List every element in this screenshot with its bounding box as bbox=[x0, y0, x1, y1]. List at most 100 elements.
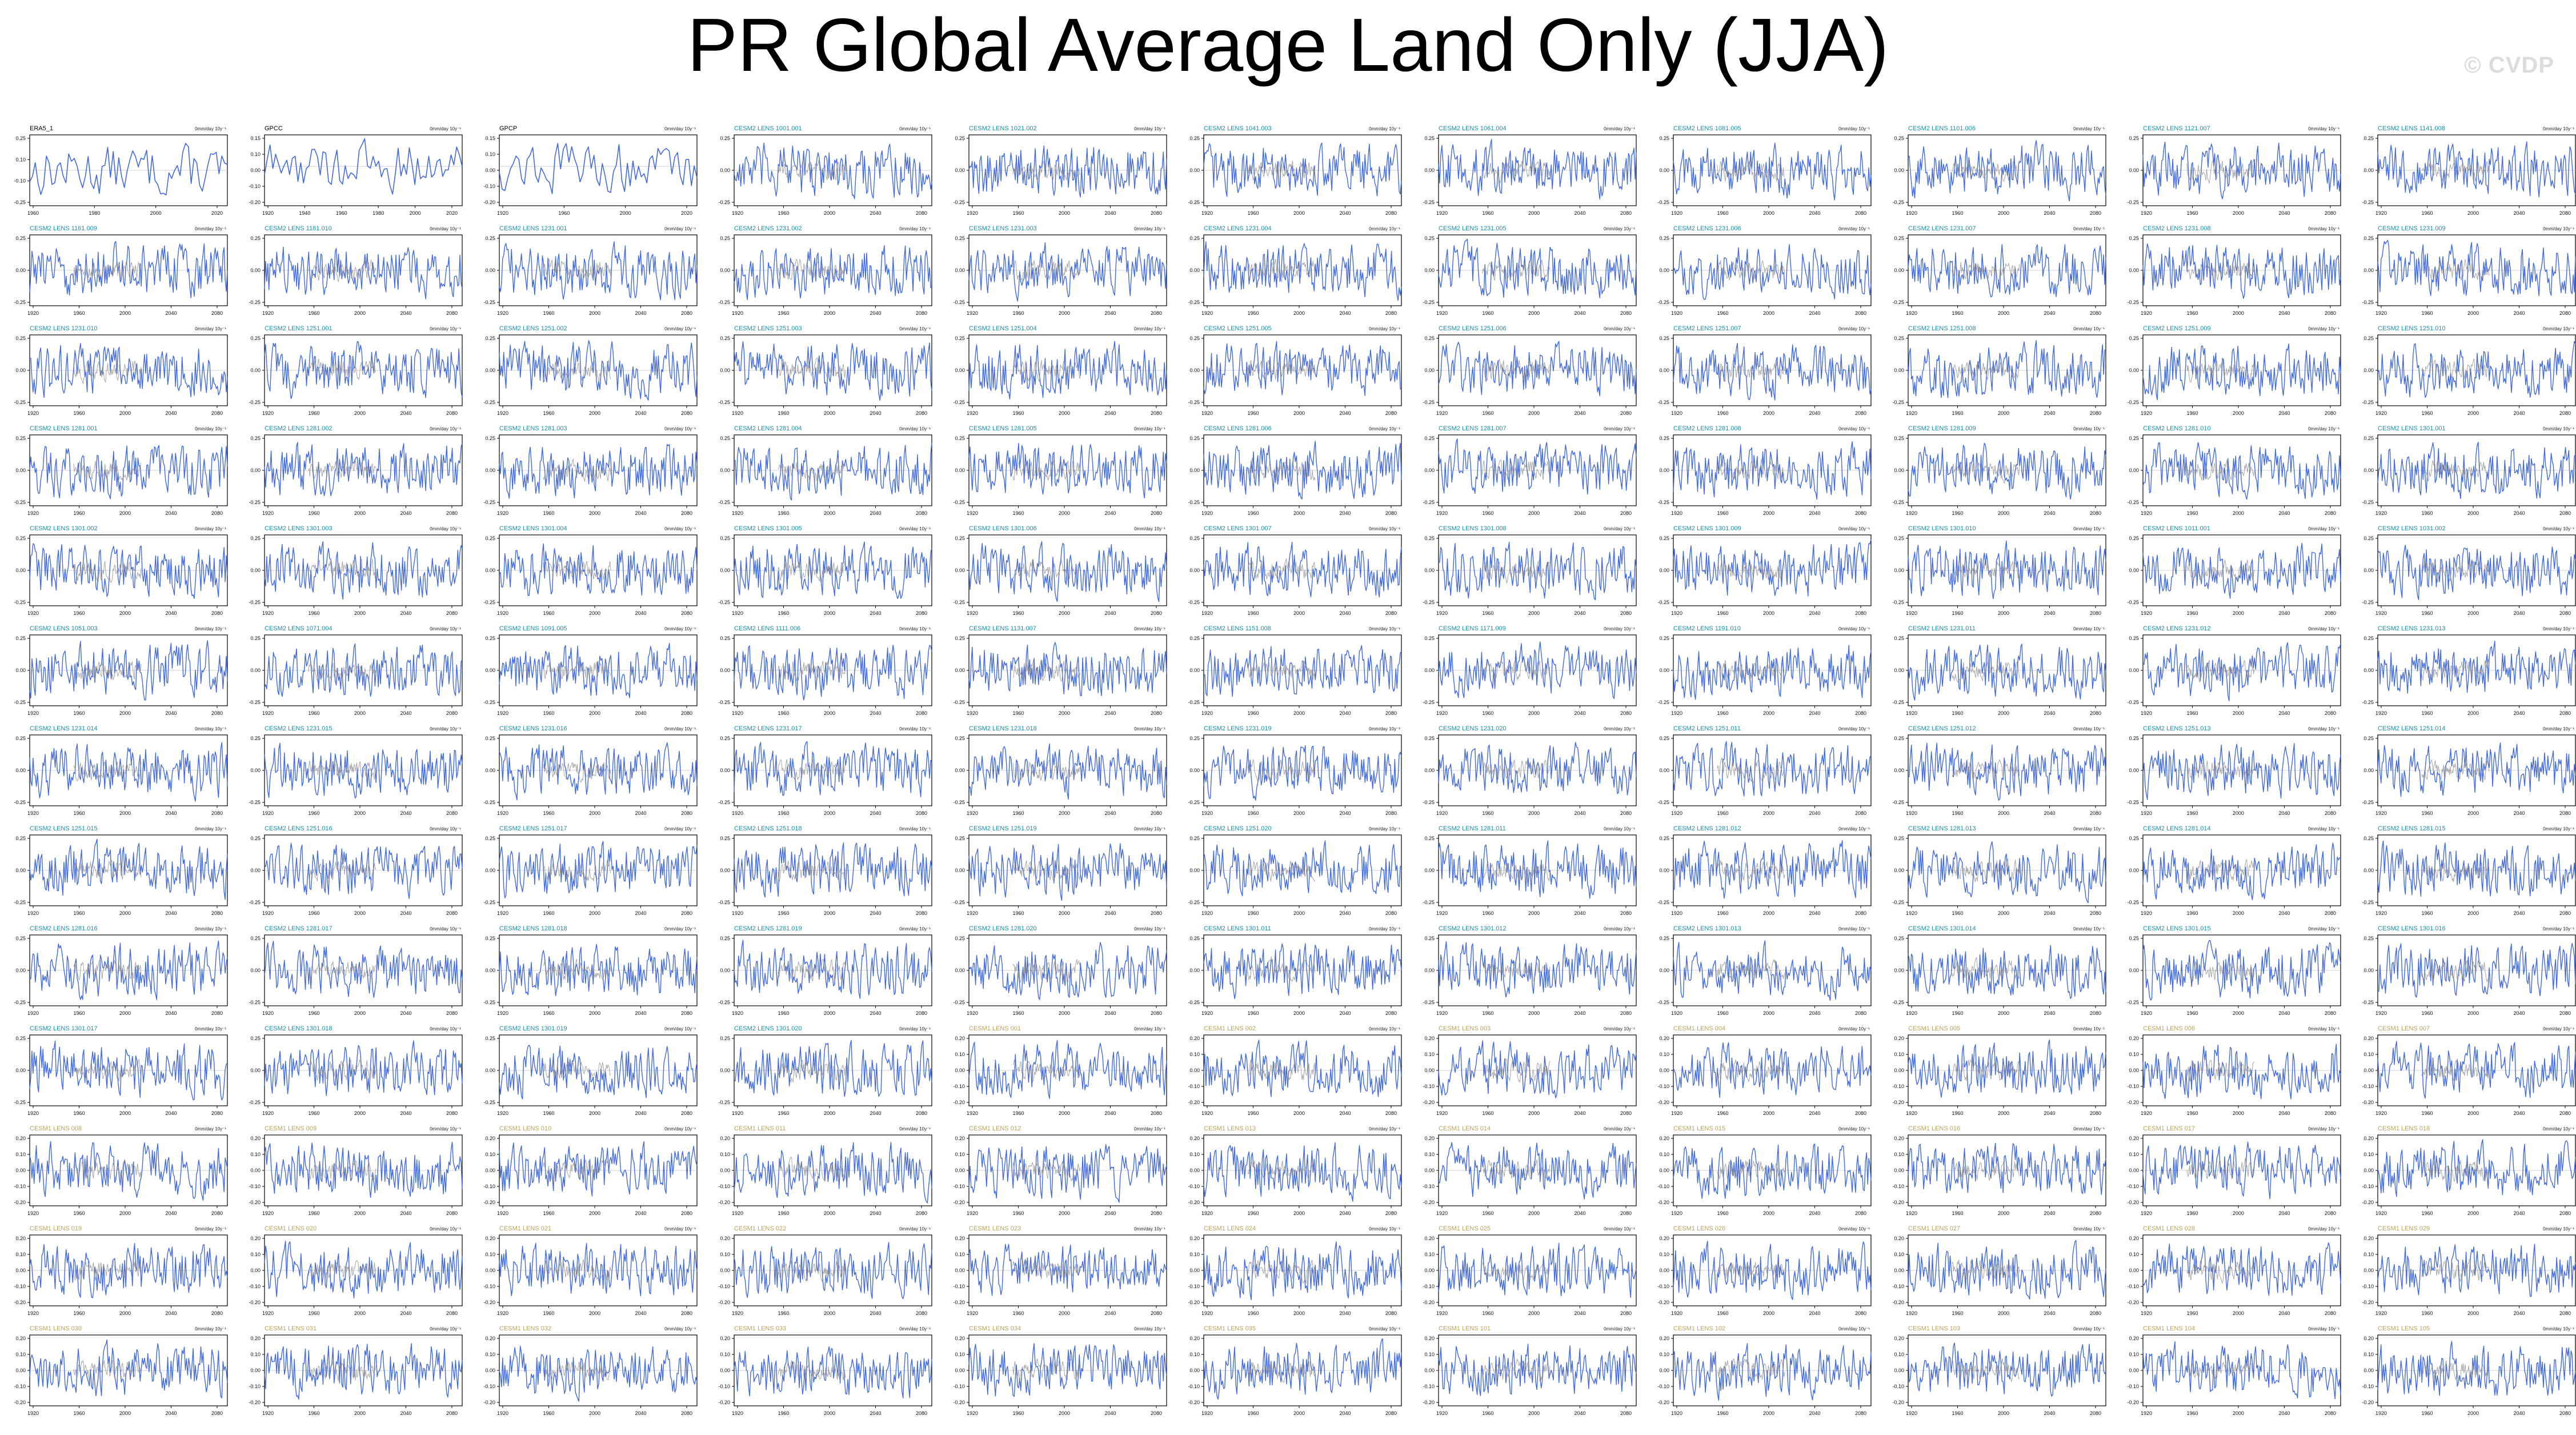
x-tick-label: 1960 bbox=[308, 710, 319, 716]
panel-units-label: 0mm/day 10y⁻¹ bbox=[430, 626, 461, 631]
x-tick-label: 2040 bbox=[1809, 310, 1820, 316]
y-tick-label: -0.10 bbox=[249, 1384, 261, 1389]
x-tick-label: 2000 bbox=[119, 710, 131, 716]
x-tick-label: 2000 bbox=[150, 210, 162, 216]
series-line bbox=[1673, 840, 1872, 899]
panel-units-label: 0mm/day 10y⁻¹ bbox=[899, 1326, 931, 1332]
x-tick-label: 1920 bbox=[732, 510, 743, 516]
panel-name: CESM2 LENS 1251.020 bbox=[1204, 825, 1272, 832]
y-tick-label: 0.25 bbox=[2129, 836, 2139, 841]
panel-units-label: 0mm/day 10y⁻¹ bbox=[2543, 826, 2574, 832]
x-tick-label: 1920 bbox=[27, 1110, 39, 1116]
y-tick-label: 0.25 bbox=[1424, 936, 1435, 941]
panel-59: CESM2 LENS 1111.006 0mm/day 10y⁻¹0.250.00… bbox=[718, 625, 932, 716]
y-tick-label: -0.25 bbox=[14, 699, 26, 705]
panel-units-label: 0mm/day 10y⁻¹ bbox=[195, 826, 226, 832]
panel-units-label: 0mm/day 10y⁻¹ bbox=[2543, 226, 2574, 231]
series-line bbox=[264, 246, 463, 299]
panel-name: CESM2 LENS 1281.001 bbox=[30, 425, 98, 432]
y-tick-label: -0.25 bbox=[953, 399, 965, 405]
x-tick-label: 2080 bbox=[2090, 510, 2101, 516]
panel-name: CESM1 LENS 013 bbox=[1204, 1125, 1256, 1132]
x-tick-label: 1960 bbox=[1247, 410, 1259, 416]
x-tick-label: 2040 bbox=[1574, 210, 1585, 216]
panel-name: GPCC bbox=[265, 125, 283, 132]
series-line bbox=[1908, 643, 2106, 701]
panel-name: CESM1 LENS 103 bbox=[1908, 1325, 1960, 1332]
x-tick-label: 2040 bbox=[1339, 510, 1351, 516]
obs-overlay-line bbox=[778, 357, 846, 380]
y-tick-label: -0.25 bbox=[14, 299, 26, 305]
panel-units-label: 0mm/day 10y⁻¹ bbox=[899, 326, 931, 331]
panel-name: CESM2 LENS 1301.016 bbox=[2378, 925, 2446, 932]
x-tick-label: 1960 bbox=[1952, 1110, 1963, 1116]
panel-name: CESM2 LENS 1081.005 bbox=[1673, 125, 1741, 132]
y-tick-label: 0.00 bbox=[15, 968, 26, 973]
x-tick-label: 1960 bbox=[543, 1010, 554, 1016]
x-tick-label: 2040 bbox=[2513, 1210, 2525, 1216]
obs-overlay-line bbox=[1247, 956, 1316, 982]
y-tick-label: 0.20 bbox=[485, 1236, 495, 1241]
x-tick-label: 2080 bbox=[1620, 910, 1632, 916]
y-tick-label: -0.25 bbox=[249, 800, 261, 805]
panel-119: CESM1 LENS 016 0mm/day 10y⁻¹0.200.100.00-… bbox=[1892, 1125, 2106, 1216]
obs-overlay-line bbox=[1482, 258, 1551, 281]
panel-frame bbox=[264, 134, 463, 206]
panel-name: CESM2 LENS 1301.004 bbox=[499, 525, 567, 532]
x-tick-label: 1920 bbox=[27, 1010, 39, 1016]
y-tick-label: 0.20 bbox=[250, 1336, 261, 1341]
panel-units-label: 0mm/day 10y⁻¹ bbox=[1838, 926, 1870, 932]
obs-overlay-line bbox=[73, 661, 142, 681]
obs-overlay-line bbox=[543, 1361, 611, 1381]
panel-79: CESM2 LENS 1251.016 0mm/day 10y⁻¹0.250.00… bbox=[249, 825, 463, 916]
x-tick-label: 2040 bbox=[870, 710, 881, 716]
x-tick-label: 2080 bbox=[1855, 210, 1866, 216]
y-tick-label: -0.10 bbox=[1423, 1284, 1435, 1289]
y-tick-label: 0.00 bbox=[485, 367, 495, 373]
x-tick-label: 2080 bbox=[1855, 510, 1866, 516]
x-tick-label: 2040 bbox=[1809, 910, 1820, 916]
y-tick-label: 0.00 bbox=[720, 1068, 730, 1073]
x-tick-label: 1960 bbox=[308, 1410, 319, 1416]
y-tick-label: 0.25 bbox=[485, 936, 495, 941]
panel-units-label: 0mm/day 10y⁻¹ bbox=[1604, 1226, 1635, 1232]
series-line bbox=[499, 143, 698, 194]
panel-name: CESM2 LENS 1251.017 bbox=[499, 825, 567, 832]
x-tick-label: 2000 bbox=[589, 410, 600, 416]
panel-116: CESM1 LENS 013 0mm/day 10y⁻¹0.200.100.00-… bbox=[1188, 1125, 1402, 1216]
series-line bbox=[499, 1242, 698, 1297]
y-tick-label: 0.00 bbox=[720, 1368, 730, 1373]
x-tick-label: 1960 bbox=[308, 410, 319, 416]
x-tick-label: 2040 bbox=[2044, 910, 2055, 916]
panel-units-label: 0mm/day 10y⁻¹ bbox=[1838, 426, 1870, 431]
panel-137: CESM1 LENS 034 0mm/day 10y⁻¹0.200.100.00-… bbox=[953, 1325, 1167, 1416]
y-tick-label: -0.25 bbox=[14, 800, 26, 805]
x-tick-label: 1960 bbox=[73, 310, 85, 316]
panel-units-label: 0mm/day 10y⁻¹ bbox=[2073, 426, 2105, 431]
panel-units-label: 0mm/day 10y⁻¹ bbox=[1369, 126, 1400, 131]
panel-87: CESM2 LENS 1281.014 0mm/day 10y⁻¹0.250.00… bbox=[2127, 825, 2341, 916]
x-tick-label: 1920 bbox=[1906, 210, 1917, 216]
panel-name: CESM1 LENS 034 bbox=[969, 1325, 1021, 1332]
y-tick-label: 0.25 bbox=[1424, 235, 1435, 241]
y-tick-label: 0.25 bbox=[2129, 936, 2139, 941]
x-tick-label: 1920 bbox=[497, 910, 508, 916]
panel-32: CESM2 LENS 1251.009 0mm/day 10y⁻¹0.250.00… bbox=[2127, 325, 2341, 416]
x-tick-label: 2080 bbox=[1855, 1310, 1866, 1316]
y-tick-label: 0.00 bbox=[250, 667, 261, 673]
y-tick-label: -0.10 bbox=[1423, 1084, 1435, 1089]
y-tick-label: 0.25 bbox=[1424, 736, 1435, 741]
x-tick-label: 2080 bbox=[1855, 610, 1866, 616]
x-tick-label: 1960 bbox=[2421, 210, 2433, 216]
panel-26: CESM2 LENS 1251.003 0mm/day 10y⁻¹0.250.00… bbox=[718, 325, 932, 416]
y-tick-label: 0.00 bbox=[1659, 667, 1669, 673]
x-tick-label: 2080 bbox=[1385, 1110, 1397, 1116]
x-tick-label: 2040 bbox=[2513, 510, 2525, 516]
x-tick-label: 2040 bbox=[1809, 1110, 1820, 1116]
y-tick-label: 0.20 bbox=[2129, 1036, 2139, 1041]
x-tick-label: 1960 bbox=[1717, 710, 1728, 716]
obs-overlay-line bbox=[1482, 161, 1551, 184]
x-tick-label: 2000 bbox=[1763, 1010, 1774, 1016]
x-tick-label: 2040 bbox=[1339, 210, 1351, 216]
panel-name: CESM1 LENS 020 bbox=[265, 1225, 317, 1232]
